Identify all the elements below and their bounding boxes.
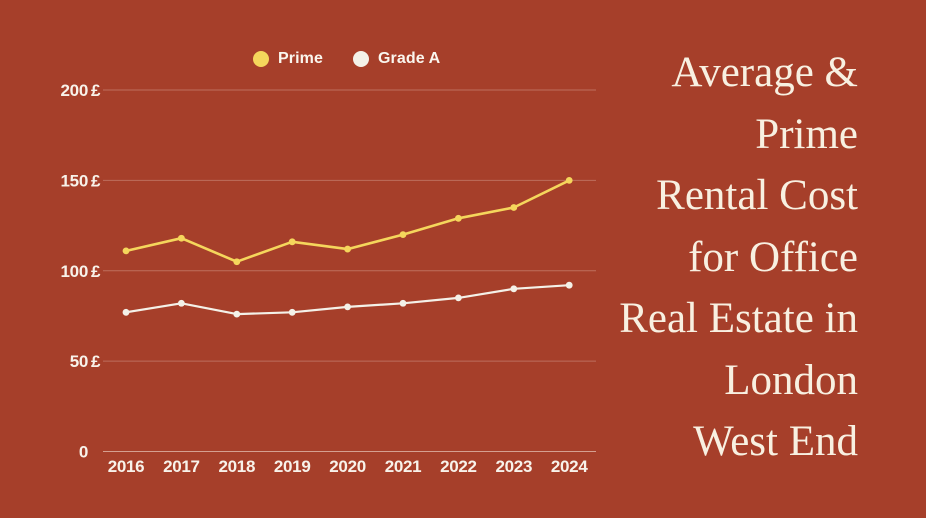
x-tick-label-2017: 2017	[163, 457, 200, 476]
x-tick-label-2019: 2019	[274, 457, 311, 476]
x-tick-label-2020: 2020	[329, 457, 366, 476]
title-line: Rental Cost	[656, 172, 858, 219]
y-tick-unit-50: £	[91, 352, 101, 371]
y-tick-label-100: 100	[61, 262, 88, 281]
data-point-prime-2019	[288, 238, 296, 246]
y-tick-unit-150: £	[91, 171, 101, 190]
legend-item-prime[interactable]: Prime	[253, 50, 323, 68]
y-tick-label-50: 50	[70, 352, 88, 371]
title-line: Prime	[755, 110, 858, 158]
y-tick-label-0: 0	[79, 443, 88, 462]
data-point-grade-a-2023	[510, 285, 518, 293]
data-point-grade-a-2024	[565, 281, 573, 289]
legend-item-grade-a[interactable]: Grade A	[352, 50, 441, 68]
data-point-prime-2021	[399, 231, 407, 239]
title-line: Average &	[671, 49, 858, 96]
legend-label-grade-a: Grade A	[377, 50, 441, 67]
data-point-prime-2016	[122, 247, 130, 255]
title-line: Real Estate in	[619, 295, 858, 342]
data-point-grade-a-2019	[288, 308, 296, 316]
title-line: West End	[693, 418, 858, 465]
legend-label-prime: Prime	[278, 50, 323, 67]
x-tick-label-2022: 2022	[440, 457, 477, 476]
data-point-prime-2022	[455, 214, 462, 222]
y-tick-unit-100: £	[91, 262, 101, 281]
rental-cost-line-chart: Prime Grade A 200 £150 £100 £50 £0 2016 2017 20…	[61, 50, 596, 476]
data-point-prime-2023	[510, 204, 518, 211]
data-point-grade-a-2022	[455, 294, 462, 302]
data-point-grade-a-2017	[178, 299, 185, 307]
data-point-prime-2018	[233, 258, 241, 266]
title-line: for Office	[688, 233, 858, 281]
title-line: London	[724, 356, 858, 404]
chart-title: Average & Prime Rental Cost for Office R…	[619, 42, 858, 473]
data-point-prime-2017	[178, 234, 185, 242]
chart-legend: Prime Grade A	[253, 50, 440, 68]
data-point-grade-a-2018	[233, 310, 241, 318]
y-tick-label-150: 150	[61, 171, 88, 190]
y-tick-label-200: 200	[61, 81, 88, 100]
data-point-grade-a-2016	[122, 308, 130, 316]
x-tick-label-2016: 2016	[108, 457, 145, 476]
x-tick-label-2024: 2024	[551, 457, 588, 476]
data-point-grade-a-2021	[399, 299, 407, 307]
grade-a-legend-dot-icon	[352, 51, 369, 67]
y-tick-unit-200: £	[91, 81, 101, 100]
data-point-prime-2020	[344, 245, 351, 253]
x-tick-label-2018: 2018	[218, 457, 255, 476]
x-tick-label-2021: 2021	[385, 457, 422, 476]
x-tick-label-2023: 2023	[495, 457, 532, 476]
prime-legend-dot-icon	[253, 51, 269, 67]
data-point-prime-2024	[565, 176, 573, 184]
data-point-grade-a-2020	[344, 303, 351, 311]
